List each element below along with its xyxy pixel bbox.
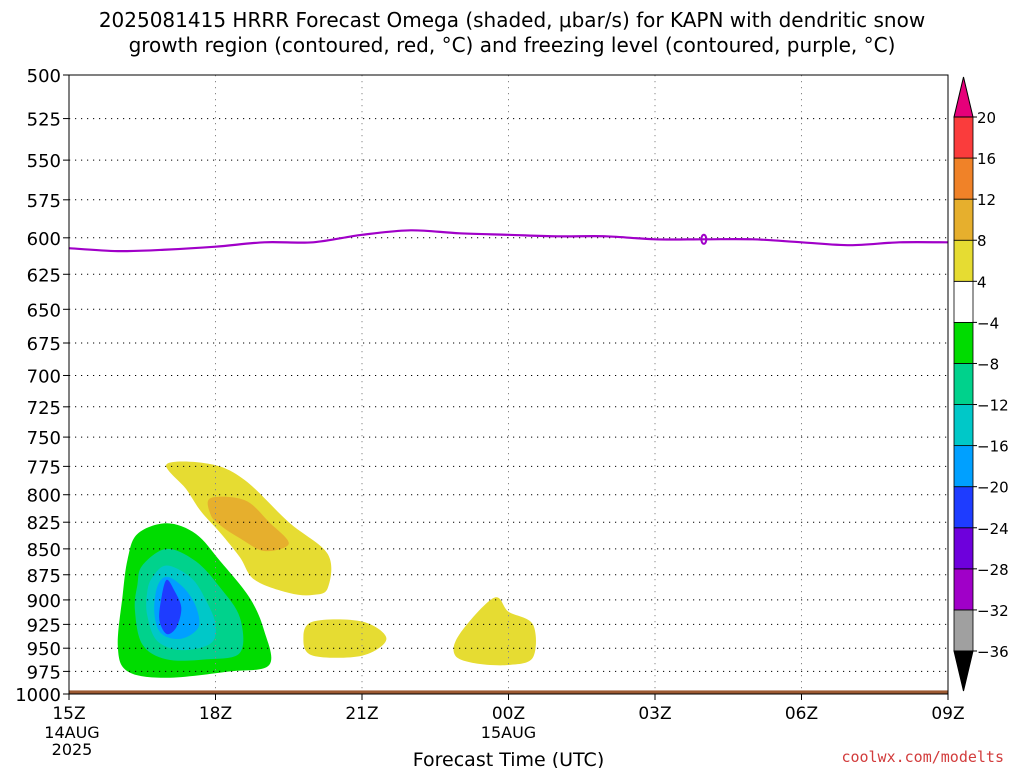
y-tick-label-750: 750 (27, 428, 61, 449)
grid-layer (68, 74, 949, 695)
colorbar-segment-6 (953, 363, 974, 405)
colorbar-segment-2 (953, 527, 974, 570)
colorbar-label-9: 4 (977, 273, 987, 291)
y-tick-label-675: 675 (27, 334, 61, 355)
y-tick-label-950: 950 (27, 639, 61, 660)
x-tick-label-12: 03Z (638, 704, 671, 724)
y-tick-label-925: 925 (27, 615, 61, 636)
colorbar-segment-11 (953, 157, 974, 200)
colorbar-segment-5 (953, 404, 974, 447)
colorbar-segment-0 (953, 609, 974, 652)
x-tick-label-0: 15Z (52, 704, 85, 724)
colorbar-segment-1 (953, 568, 974, 611)
x-tick-sublabel-0-0: 14AUG (44, 723, 99, 742)
x-tick-label-18: 09Z (931, 704, 964, 724)
colorbar-label-13: 20 (977, 109, 996, 127)
colorbar-segment-4 (953, 445, 974, 488)
omega-region-7 (303, 619, 387, 658)
x-tick-sublabel-9-0: 15AUG (481, 723, 536, 742)
omega-fill-layer (117, 461, 536, 678)
y-tick-label-525: 525 (27, 110, 61, 131)
colorbar-segment-3 (953, 486, 974, 529)
y-tick-label-975: 975 (27, 662, 61, 683)
colorbar-label-4: −20 (977, 479, 1009, 497)
colorbar-label-6: −12 (977, 397, 1009, 415)
colorbar-segment-7 (953, 321, 974, 364)
colorbar: −36 −32 −28 −24 −20 −16 −12 −8 −4 4 8 12 16 20 (953, 76, 1009, 692)
chart-title: 2025081415 HRRR Forecast Omega (shaded, … (98, 8, 926, 57)
colorbar-label-3: −24 (977, 520, 1009, 538)
y-tick-label-900: 900 (27, 591, 61, 612)
colorbar-segment-9 (953, 239, 974, 282)
y-tick-label-650: 650 (27, 300, 61, 321)
freezing-level-line (68, 229, 949, 253)
x-tick-label-9: 00Z (492, 704, 525, 724)
freezing-level-small-contour (700, 233, 708, 245)
colorbar-label-1: −32 (977, 602, 1009, 620)
credit-text: coolwx.com/modelts (841, 748, 1004, 766)
y-tick-label-800: 800 (27, 486, 61, 507)
colorbar-high-arrow (953, 76, 974, 118)
colorbar-low-arrow (953, 650, 974, 692)
x-axis-label: Forecast Time (UTC) (413, 749, 604, 768)
y-tick-label-600: 600 (27, 229, 61, 250)
colorbar-label-5: −16 (977, 438, 1009, 456)
omega-region-6 (159, 579, 182, 635)
y-tick-label-850: 850 (27, 540, 61, 561)
colorbar-label-11: 12 (977, 191, 996, 209)
y-tick-label-775: 775 (27, 457, 61, 478)
colorbar-segment-12 (953, 116, 974, 159)
colorbar-label-2: −28 (977, 561, 1009, 579)
omega-region-8 (453, 597, 536, 666)
omega-region-1 (207, 496, 289, 552)
y-tick-label-550: 550 (27, 151, 61, 172)
x-tick-label-3: 18Z (199, 704, 232, 724)
colorbar-label-12: 16 (977, 150, 996, 168)
y-tick-label-875: 875 (27, 566, 61, 587)
colorbar-segment-10 (953, 198, 974, 241)
colorbar-segment-8 (953, 280, 974, 323)
y-tick-label-500: 500 (27, 66, 61, 87)
y-tick-label-625: 625 (27, 265, 61, 286)
x-tick-label-6: 21Z (345, 704, 378, 724)
colorbar-label-8: −4 (977, 314, 999, 332)
y-tick-label-575: 575 (27, 191, 61, 212)
surface-band (69, 690, 948, 694)
y-tick-label-700: 700 (27, 366, 61, 387)
x-tick-label-15: 06Z (785, 704, 818, 724)
contour-line-layer (68, 229, 949, 694)
colorbar-label-10: 8 (977, 232, 987, 250)
y-tick-label-1000: 1000 (15, 685, 61, 706)
y-tick-label-725: 725 (27, 398, 61, 419)
y-tick-label-825: 825 (27, 513, 61, 534)
axes-layer: 500 525 550 575 600 625 650 675 700 725 750 775 800 8… (15, 66, 964, 768)
colorbar-label-0: −36 (977, 643, 1009, 661)
x-tick-sublabel-0-1: 2025 (52, 740, 93, 759)
colorbar-label-7: −8 (977, 355, 999, 373)
